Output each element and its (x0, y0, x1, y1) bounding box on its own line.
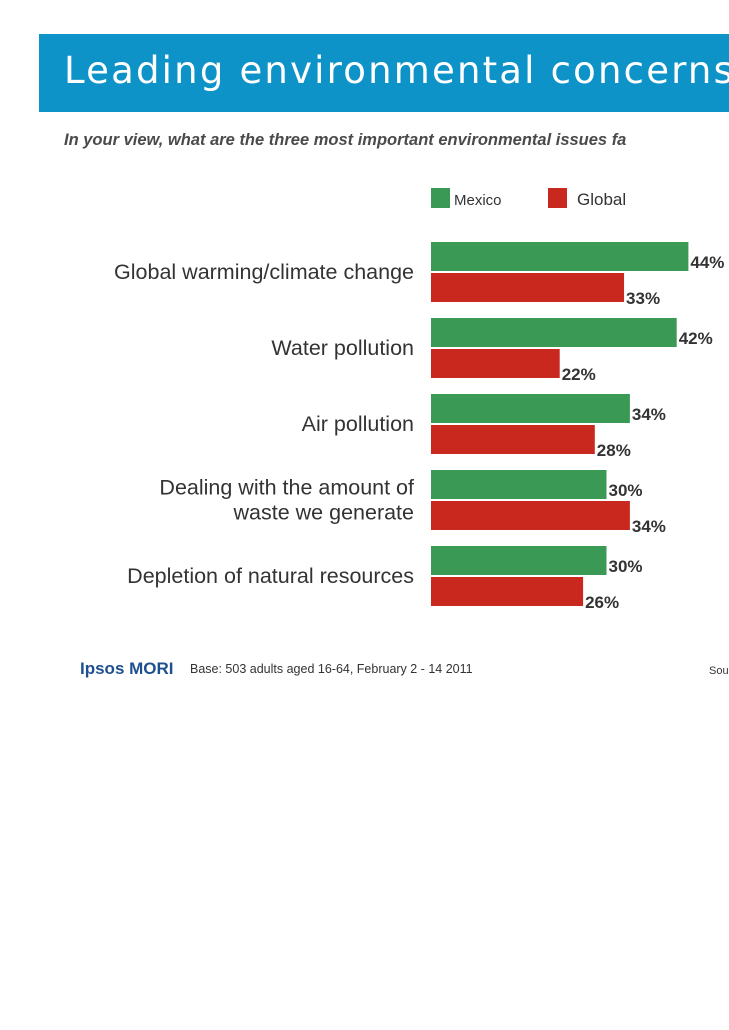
category-label: waste we generate (233, 501, 414, 525)
data-label: 26% (585, 593, 619, 612)
data-label: 22% (562, 365, 596, 384)
bar-mexico (431, 394, 630, 423)
data-label: 34% (632, 517, 666, 536)
data-label: 33% (626, 289, 660, 308)
data-label: 30% (609, 557, 643, 576)
bar-global (431, 273, 625, 302)
ipsos-mori-logo: Ipsos MORI (80, 659, 174, 678)
legend-swatch-global (548, 188, 567, 208)
bar-global (431, 577, 584, 606)
page-title: Leading environmental concerns (64, 49, 729, 92)
question-subtitle: In your view, what are the three most im… (64, 131, 627, 149)
category-label: Global warming/climate change (114, 260, 414, 284)
bar-mexico (431, 242, 689, 271)
data-label: 44% (690, 253, 724, 272)
data-label: 30% (609, 481, 643, 500)
category-label: Depletion of natural resources (127, 564, 414, 588)
category-label: Dealing with the amount of (159, 476, 414, 500)
source-note: Sou (709, 665, 729, 677)
title-banner (39, 34, 729, 112)
category-label: Water pollution (271, 336, 414, 360)
category-label: Air pollution (302, 412, 414, 436)
legend-label-global: Global (577, 190, 626, 209)
data-label: 28% (597, 441, 631, 460)
bar-global (431, 349, 560, 378)
bar-global (431, 425, 595, 454)
bar-mexico (431, 470, 607, 499)
data-label: 34% (632, 405, 666, 424)
base-note: Base: 503 adults aged 16-64, February 2 … (190, 662, 473, 676)
legend-label-mexico: Mexico (454, 192, 502, 209)
data-label: 42% (679, 329, 713, 348)
legend-swatch-mexico (431, 188, 450, 208)
bar-global (431, 501, 630, 530)
bar-mexico (431, 318, 677, 347)
bar-mexico (431, 546, 607, 575)
